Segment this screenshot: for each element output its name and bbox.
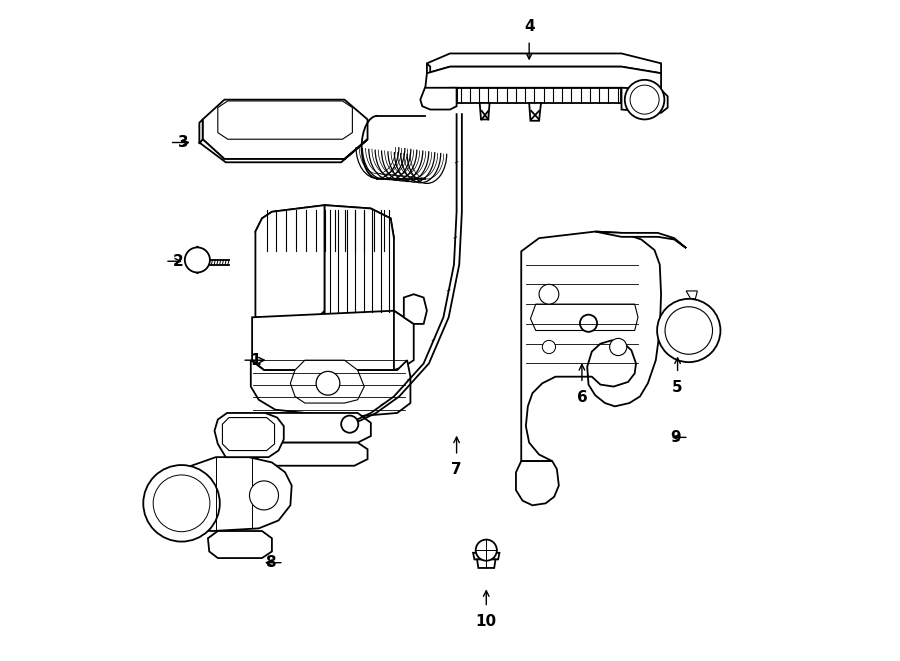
Text: 5: 5 (672, 380, 683, 395)
Polygon shape (199, 139, 367, 163)
Polygon shape (291, 360, 364, 403)
Polygon shape (208, 531, 272, 558)
Polygon shape (477, 559, 496, 568)
Polygon shape (529, 103, 541, 121)
Polygon shape (404, 294, 427, 324)
Circle shape (341, 416, 358, 433)
Text: 8: 8 (266, 555, 276, 570)
Text: 2: 2 (173, 254, 184, 269)
Circle shape (580, 315, 597, 332)
Polygon shape (456, 88, 622, 103)
Polygon shape (257, 443, 367, 466)
Polygon shape (595, 231, 686, 248)
Polygon shape (251, 360, 410, 416)
Polygon shape (427, 63, 430, 77)
Text: 3: 3 (177, 135, 188, 150)
Circle shape (249, 481, 278, 510)
Polygon shape (530, 304, 638, 330)
Circle shape (665, 307, 713, 354)
Polygon shape (252, 311, 404, 370)
Text: 4: 4 (524, 19, 535, 34)
Polygon shape (480, 103, 490, 120)
Polygon shape (188, 247, 206, 273)
Text: 10: 10 (476, 614, 497, 629)
Text: 9: 9 (670, 430, 681, 445)
Circle shape (630, 85, 659, 114)
Circle shape (609, 338, 626, 356)
Polygon shape (180, 457, 292, 531)
Circle shape (153, 475, 210, 531)
Polygon shape (425, 67, 662, 95)
Polygon shape (420, 88, 456, 110)
Circle shape (316, 371, 340, 395)
Circle shape (625, 80, 664, 120)
Circle shape (543, 340, 555, 354)
Polygon shape (473, 553, 500, 559)
Polygon shape (218, 101, 353, 139)
Circle shape (657, 299, 720, 362)
Polygon shape (214, 413, 284, 457)
Circle shape (143, 465, 220, 541)
Polygon shape (521, 231, 662, 461)
Polygon shape (199, 120, 202, 144)
Circle shape (184, 247, 210, 272)
Polygon shape (427, 54, 662, 73)
Polygon shape (686, 291, 698, 299)
Polygon shape (394, 311, 414, 370)
Circle shape (539, 284, 559, 304)
Polygon shape (256, 205, 394, 254)
Text: 7: 7 (451, 463, 462, 477)
Polygon shape (222, 418, 274, 451)
Circle shape (476, 539, 497, 561)
Polygon shape (622, 88, 668, 113)
Polygon shape (580, 329, 597, 350)
Polygon shape (325, 205, 394, 317)
Text: 6: 6 (577, 390, 588, 405)
Polygon shape (516, 461, 559, 505)
Text: 1: 1 (250, 353, 261, 368)
Polygon shape (256, 205, 325, 317)
Polygon shape (202, 100, 367, 159)
Polygon shape (252, 413, 371, 443)
